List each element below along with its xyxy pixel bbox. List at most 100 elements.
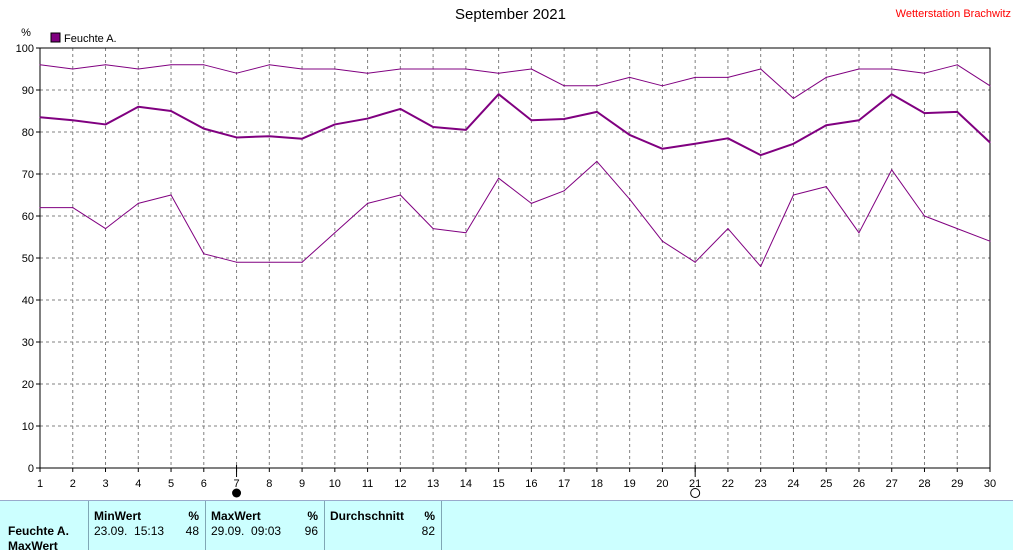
x-tick-label: 21 <box>689 478 701 490</box>
data-point-mean <box>137 106 139 108</box>
max-unit: % <box>307 509 318 523</box>
legend-label: Feuchte A. <box>64 33 117 45</box>
x-tick-label: 4 <box>135 478 141 490</box>
chart-title: September 2021 <box>455 6 566 23</box>
y-tick-label: 70 <box>22 169 34 181</box>
avg-header: Durchschnitt <box>330 509 405 523</box>
open-marker <box>690 488 701 498</box>
data-point-min <box>39 207 41 209</box>
stats-row-label-cell: Feuchte A. MaxWert <box>0 501 89 553</box>
data-point-max <box>727 76 729 78</box>
data-point-max <box>629 76 631 78</box>
data-point-max <box>366 72 369 74</box>
data-point-min <box>301 261 303 263</box>
x-tick-label: 2 <box>70 478 76 490</box>
station-name: Wetterstation Brachwitz <box>895 8 1011 20</box>
data-point-mean <box>563 118 565 120</box>
data-point-max <box>760 68 762 70</box>
data-point-max <box>825 76 827 78</box>
data-point-mean <box>727 137 729 139</box>
legend-swatch <box>50 32 61 43</box>
data-point-min <box>989 240 991 242</box>
x-tick-label: 3 <box>102 478 108 490</box>
data-point-mean <box>596 111 598 113</box>
min-date: 23.09. 15:13 <box>94 524 165 538</box>
data-point-max <box>104 64 107 66</box>
x-tick-label: 6 <box>201 478 207 490</box>
data-point-mean <box>72 119 74 121</box>
x-tick-label: 10 <box>329 478 341 490</box>
data-point-min <box>792 194 795 196</box>
data-point-min <box>203 253 205 255</box>
data-point-min <box>366 202 369 204</box>
data-point-min <box>694 261 696 263</box>
y-unit-label: % <box>21 27 31 39</box>
data-point-mean <box>694 143 696 145</box>
x-tick-label: 18 <box>591 478 603 490</box>
x-tick-label: 8 <box>266 478 272 490</box>
data-point-max <box>498 72 500 74</box>
x-tick-label: 29 <box>951 478 963 490</box>
data-point-mean <box>989 141 991 144</box>
y-tick-label: 60 <box>22 211 34 223</box>
data-point-mean <box>104 123 107 126</box>
data-point-min <box>235 261 238 263</box>
max-cell: MaxWert % 29.09. 09:03 96 <box>206 501 325 550</box>
x-tick-label: 23 <box>755 478 767 490</box>
data-point-min <box>629 198 631 200</box>
avg-unit: % <box>424 509 435 523</box>
data-point-min <box>891 169 893 171</box>
x-tick-label: 20 <box>656 478 668 490</box>
y-tick-label: 0 <box>28 463 34 475</box>
x-tick-label: 22 <box>722 478 734 490</box>
x-tick-label: 27 <box>886 478 898 490</box>
y-tick-label: 30 <box>22 337 34 349</box>
data-point-max <box>334 68 336 70</box>
data-point-min <box>465 232 467 234</box>
x-tick-label: 24 <box>787 478 799 490</box>
x-tick-label: 19 <box>624 478 636 490</box>
x-tick-label: 25 <box>820 478 832 490</box>
max-value: 96 <box>304 524 318 538</box>
data-point-mean <box>956 111 958 113</box>
data-point-mean <box>399 108 401 110</box>
min-value: 48 <box>185 524 199 538</box>
data-point-min <box>530 202 532 204</box>
data-point-max <box>72 68 74 70</box>
x-tick-label: 5 <box>168 478 174 490</box>
data-point-min <box>923 215 926 217</box>
x-tick-label: 14 <box>460 478 472 490</box>
data-point-max <box>792 97 795 99</box>
x-tick-label: 1 <box>37 478 43 490</box>
data-point-min <box>956 228 958 230</box>
x-tick-label: 30 <box>984 478 996 490</box>
data-point-min <box>596 160 598 162</box>
row-label: Feuchte A. <box>8 524 69 538</box>
data-point-max <box>203 64 205 66</box>
data-point-mean <box>792 143 795 145</box>
data-point-mean <box>629 134 631 136</box>
data-point-mean <box>858 119 860 121</box>
data-point-mean <box>235 136 238 139</box>
data-point-min <box>432 228 434 230</box>
x-tick-label: 26 <box>853 478 865 490</box>
y-tick-label: 90 <box>22 85 34 97</box>
data-point-max <box>661 85 664 87</box>
data-point-min <box>104 228 107 230</box>
data-point-min <box>760 265 762 267</box>
data-point-mean <box>661 148 664 150</box>
data-point-max <box>465 68 467 70</box>
data-point-max <box>268 64 270 66</box>
data-point-mean <box>334 123 336 126</box>
data-point-max <box>858 68 860 70</box>
x-tick-label: 11 <box>362 478 373 490</box>
max-date: 29.09. 09:03 <box>211 524 282 538</box>
data-point-min <box>727 228 729 230</box>
data-point-mean <box>432 126 434 128</box>
avg-value: 82 <box>421 524 435 538</box>
data-point-max <box>694 76 696 78</box>
data-point-mean <box>760 154 762 156</box>
data-point-max <box>399 68 401 70</box>
data-point-mean <box>465 129 467 131</box>
